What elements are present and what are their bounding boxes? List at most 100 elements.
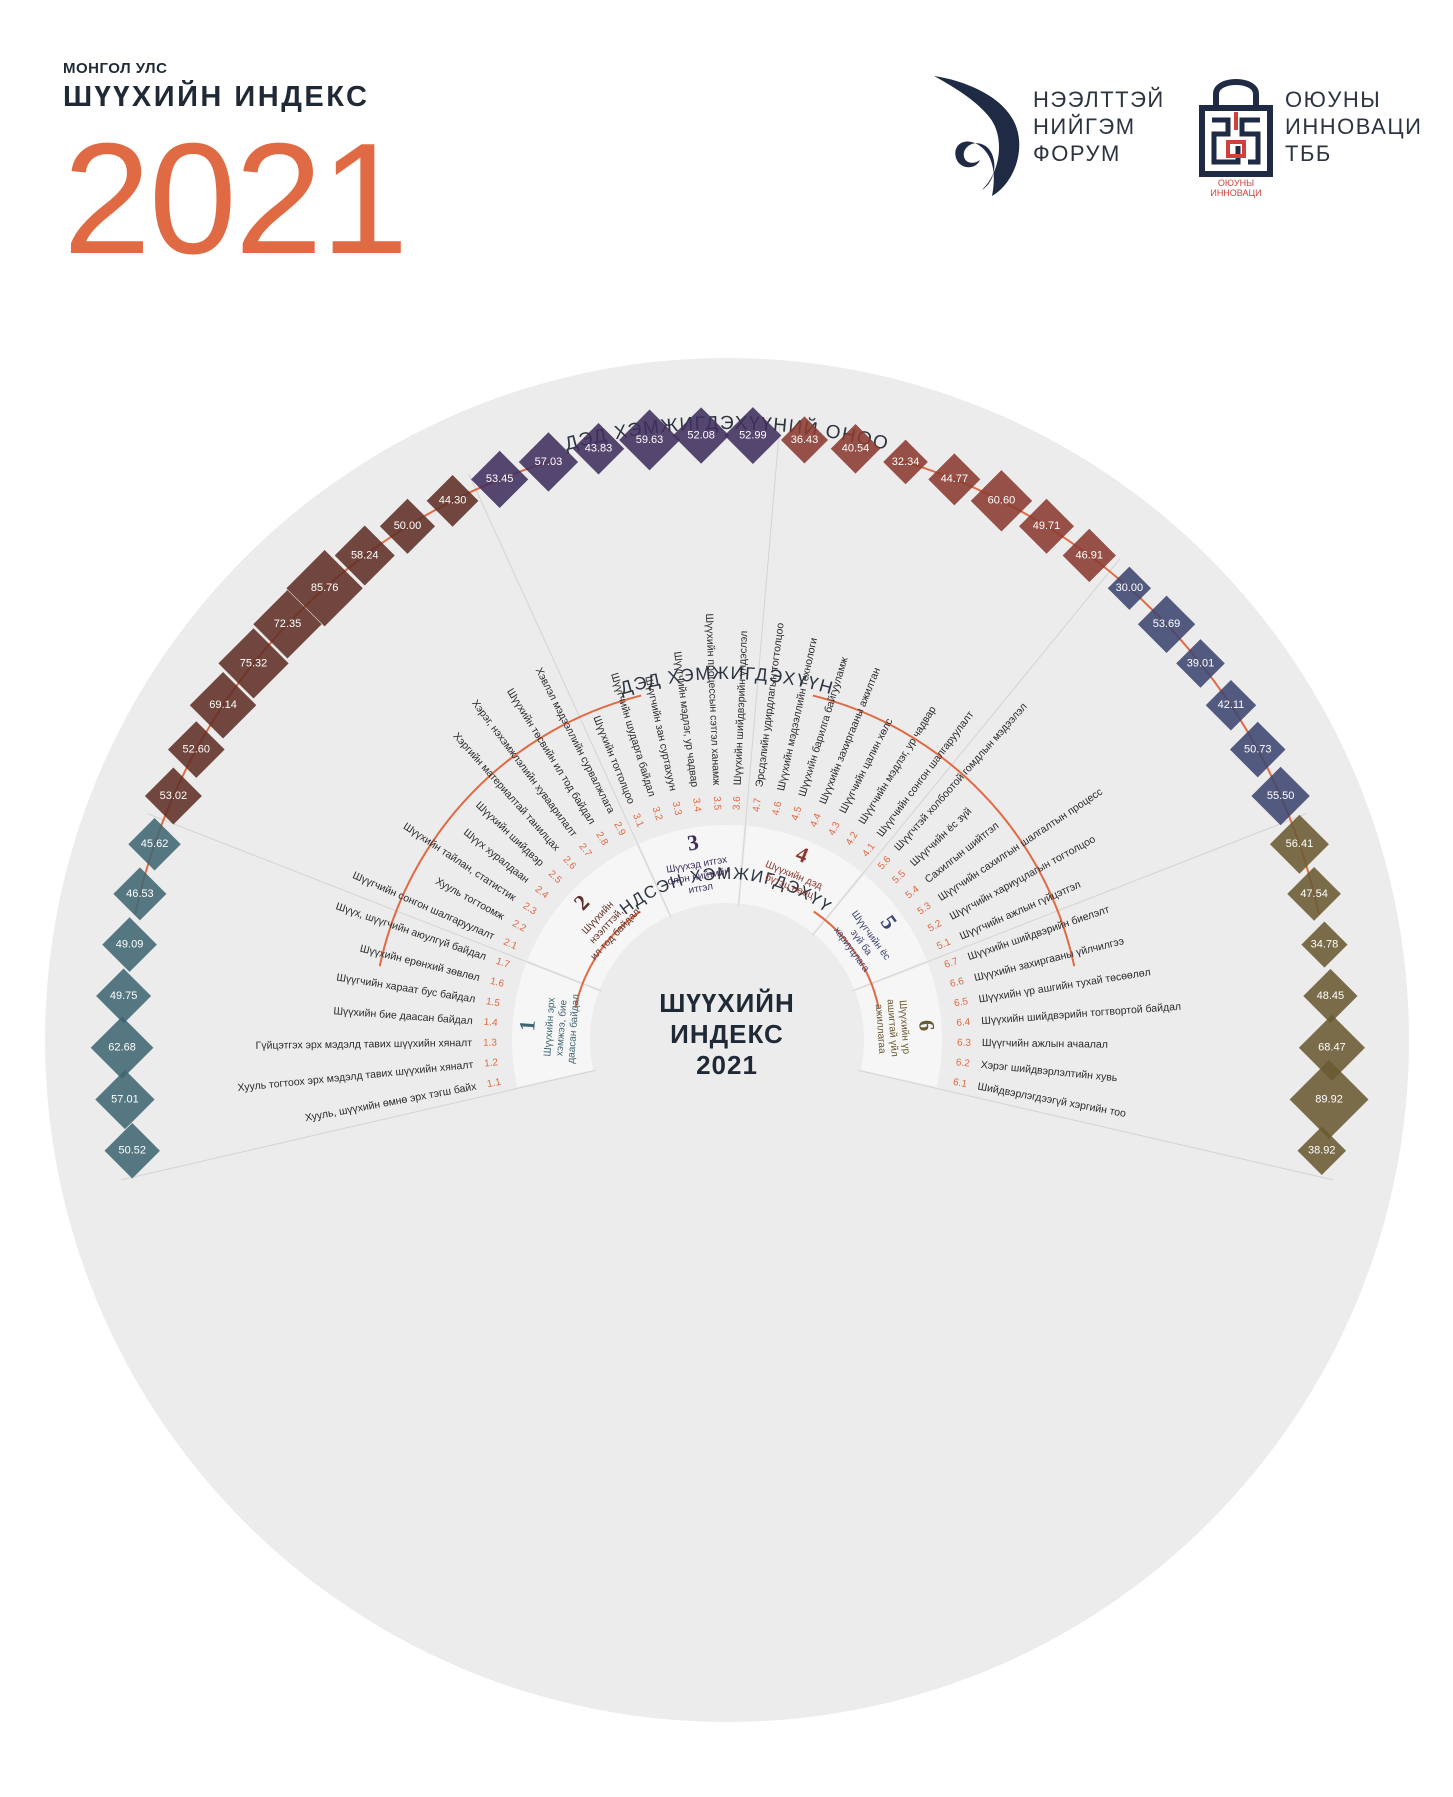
dimension-name-line: Шүүхийн эрх <box>542 997 557 1057</box>
indicator-value-4.2: 49.71 <box>1033 520 1061 532</box>
indicator-diamond-shape <box>144 767 202 825</box>
dimension-name-line: ажиллагаа <box>873 1004 888 1055</box>
indicator-code-4.4: 4.4 <box>808 812 824 829</box>
indicator-value-1.7: 45.62 <box>141 838 169 850</box>
indicator-value-2.2: 52.60 <box>183 743 211 755</box>
indicator-code-6.3: 6.3 <box>957 1038 971 1049</box>
dimension-band-2 <box>527 845 670 990</box>
indicator-value-3.6: 52.99 <box>739 429 767 441</box>
indicator-value-2.5: 72.35 <box>274 618 302 630</box>
indicator-code-3.1: 3.1 <box>630 812 646 829</box>
middle-ring-arc-left <box>378 694 642 967</box>
indicator-value-1.2: 57.01 <box>111 1093 139 1105</box>
mind-innovation-logo-icon <box>1198 72 1274 183</box>
indicator-code-6.7: 6.7 <box>943 956 960 971</box>
forum-line-2: НИЙГЭМ <box>1033 114 1136 139</box>
indicator-diamond-shape <box>1062 528 1116 583</box>
dimension-number: 6 <box>914 1019 940 1032</box>
indicator-value-1.5: 49.09 <box>116 939 144 951</box>
indicator-code-1.4: 1.4 <box>483 1017 498 1029</box>
country-label: МОНГОЛ УЛС <box>63 60 168 77</box>
indicator-diamond-5.4 <box>1176 639 1225 688</box>
indicator-code-4.5: 4.5 <box>790 805 805 822</box>
indicator-value-3.1: 53.45 <box>486 473 514 485</box>
indicator-diamond-3.6 <box>724 407 782 465</box>
indicator-value-5.3: 42.11 <box>1218 699 1245 711</box>
indicator-value-5.4: 39.01 <box>1187 657 1215 669</box>
indicator-value-1.6: 46.53 <box>126 888 154 900</box>
dimension-separator <box>120 1069 596 1181</box>
dimension-name-line: ашигтай үйл <box>884 999 899 1057</box>
forum-line-3: ФОРУМ <box>1033 141 1121 166</box>
indicator-diamond-shape <box>572 423 625 475</box>
dimension-band-6 <box>854 963 942 1087</box>
dimension-name-line: даасан байдал <box>565 993 582 1064</box>
indicator-diamond-5.3 <box>1205 680 1257 731</box>
indicator-value-5.1: 55.50 <box>1267 790 1295 802</box>
inner-ring-arc-right <box>813 910 880 1008</box>
indicator-diamond-shape <box>334 525 395 586</box>
innovation-line-2: ИННОВАЦИ <box>1285 114 1423 139</box>
indicator-value-2.4: 75.32 <box>240 657 268 669</box>
forum-logo-text: НЭЭЛТТЭЙ НИЙГЭМ ФОРУМ <box>1033 86 1165 167</box>
indicator-value-5.2: 50.73 <box>1244 743 1272 755</box>
indicator-diamond-shape <box>218 628 289 699</box>
indicator-diamond-1.7 <box>128 817 181 871</box>
indicator-label-6.3: Шүүгчийн ажлын ачаалал <box>982 1037 1108 1051</box>
indicator-code-3.3: 3.3 <box>670 800 684 816</box>
indicator-diamond-shape <box>928 453 981 506</box>
indicator-diamond-1.2 <box>95 1069 155 1130</box>
indicator-code-5.1: 5.1 <box>935 937 953 953</box>
header: МОНГОЛ УЛС ШҮҮХИЙН ИНДЕКС 2021 <box>63 60 408 287</box>
dimension-band-1 <box>512 963 600 1087</box>
indicator-diamond-4.5 <box>883 439 928 485</box>
indicator-code-2.1: 2.1 <box>501 937 519 953</box>
indicator-diamond-shape <box>518 432 579 492</box>
dimension-separator <box>468 473 672 918</box>
open-society-forum-logo-icon <box>932 72 1022 207</box>
indicator-value-6.6: 47.54 <box>1300 888 1328 900</box>
indicator-value-5.5: 53.69 <box>1153 618 1181 630</box>
indicator-diamond-shape <box>1019 498 1075 554</box>
indicator-value-2.8: 50.00 <box>394 520 422 532</box>
indicator-value-4.4: 44.77 <box>941 473 969 485</box>
year-label: 2021 <box>63 111 408 287</box>
indicator-code-6.1: 6.1 <box>952 1077 968 1090</box>
indicator-code-4.6: 4.6 <box>771 800 785 816</box>
innovation-logo-caption: ОЮУНЫ ИННОВАЦИ <box>1210 178 1262 198</box>
indicator-code-1.1: 1.1 <box>486 1077 502 1090</box>
center-title-line: 2021 <box>696 1050 758 1080</box>
dimension-separator <box>812 557 1121 936</box>
indicator-value-6.4: 48.45 <box>1317 990 1345 1002</box>
indicator-diamond-2.7 <box>334 525 395 586</box>
indicator-diamond-shape <box>128 817 181 871</box>
indicator-code-3.2: 3.2 <box>650 805 665 822</box>
dimension-separator <box>147 813 602 992</box>
indicator-diamond-shape <box>724 407 782 465</box>
indicator-value-4.3: 60.60 <box>988 495 1016 507</box>
indicator-value-6.5: 34.78 <box>1311 939 1339 951</box>
indicator-code-6.6: 6.6 <box>949 976 966 990</box>
center-title-line: ШҮҮХИЙН <box>659 988 795 1018</box>
indicator-value-4.5: 32.34 <box>892 456 920 468</box>
dimension-band-3 <box>639 825 744 915</box>
dimension-name-line: итгэл <box>688 881 714 896</box>
indicator-code-1.2: 1.2 <box>484 1057 499 1069</box>
indicator-value-4.7: 36.43 <box>791 434 819 446</box>
indicator-value-2.6: 85.76 <box>311 582 339 594</box>
indicator-diamond-shape <box>1229 721 1286 778</box>
indicator-code-3.6: 3.6 <box>731 796 743 811</box>
middle-ring-arc-right <box>812 694 1076 967</box>
forum-line-1: НЭЭЛТТЭЙ <box>1033 87 1165 112</box>
indicator-value-6.1: 38.92 <box>1308 1145 1336 1157</box>
indicator-code-1.3: 1.3 <box>483 1038 497 1049</box>
indicator-value-1.1: 50.52 <box>118 1145 146 1157</box>
indicator-value-6.7: 56.41 <box>1286 838 1314 850</box>
indicator-code-4.7: 4.7 <box>751 797 764 813</box>
indicator-diamond-2.8 <box>379 498 436 554</box>
indicator-code-1.7: 1.7 <box>494 956 511 971</box>
dimension-band-5 <box>814 874 927 990</box>
indicator-diamond-3.3 <box>572 423 625 475</box>
